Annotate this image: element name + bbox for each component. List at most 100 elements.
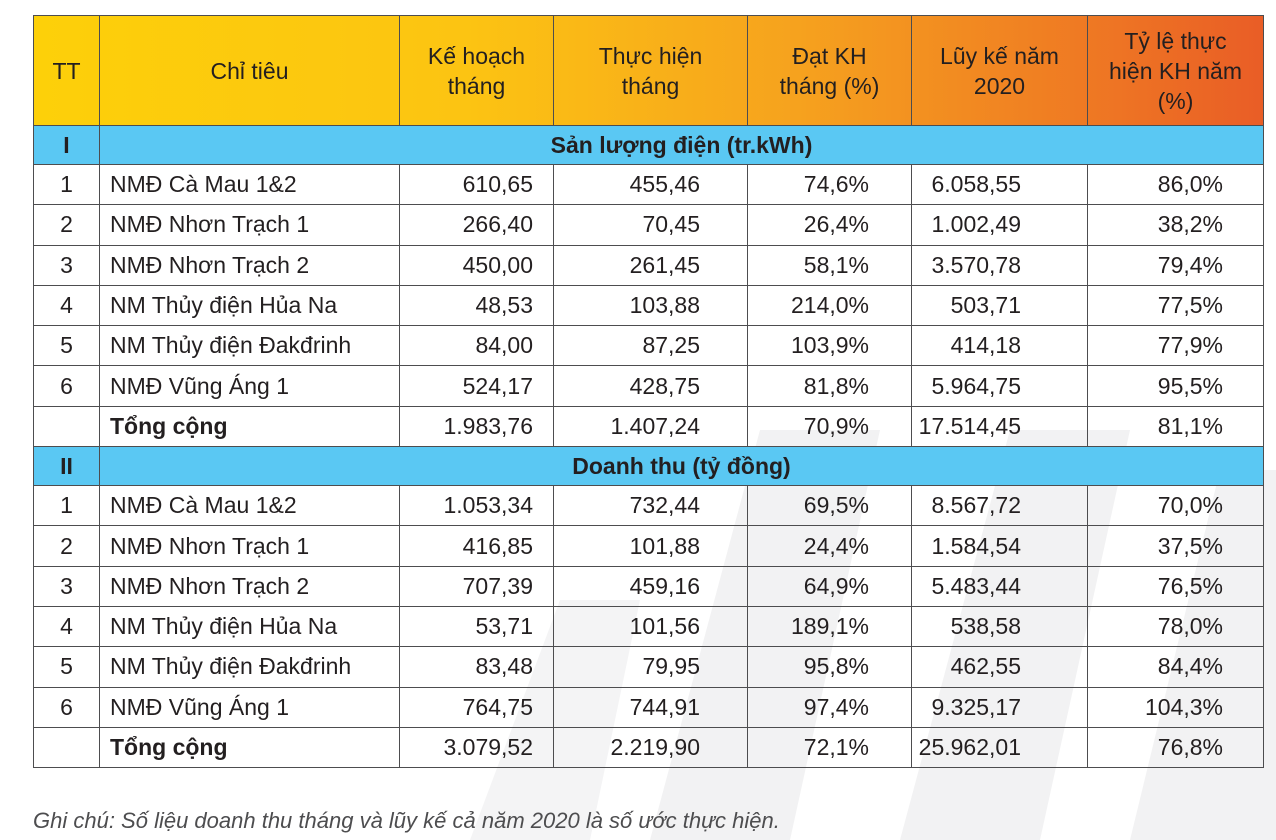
cell-achieved-percent: 97,4% [747,686,912,728]
cell-tt: 3 [33,565,100,607]
cell-year-rate: 70,0% [1087,485,1264,527]
cell-indicator: NM Thủy điện Hủa Na [99,605,400,648]
cell-indicator: NMĐ Vũng Áng 1 [99,686,400,728]
cell-actual-month: 79,95 [553,646,748,688]
cell-indicator: Tổng cộng [99,405,400,448]
cell-tt: 4 [33,284,100,327]
table-row: 1 NMĐ Cà Mau 1&2 1.053,34 732,44 69,5% 8.567,… [33,485,1264,527]
cell-tt: 6 [33,686,100,728]
cell-actual-month: 732,44 [553,485,748,527]
cell-plan-month: 3.079,52 [399,726,554,769]
cell-achieved-percent: 70,9% [747,405,912,448]
cell-year-rate: 38,2% [1087,204,1264,246]
cell-achieved-percent: 74,6% [747,163,912,206]
cell-plan-month: 610,65 [399,163,554,206]
cell-cumulative: 25.962,01 [911,726,1088,769]
cell-tt: 5 [33,646,100,688]
cell-actual-month: 103,88 [553,284,748,327]
cell-cumulative: 538,58 [911,605,1088,648]
cell-cumulative: 1.002,49 [911,204,1088,246]
cell-tt: 2 [33,204,100,246]
cell-plan-month: 416,85 [399,525,554,567]
cell-tt: 4 [33,605,100,648]
cell-plan-month: 266,40 [399,204,554,246]
header-row: TT Chỉ tiêu Kế hoạch tháng Thực hiện tháng… [33,15,1264,126]
cell-tt: 1 [33,485,100,527]
cell-tt [33,726,100,769]
header-indicator: Chỉ tiêu [99,15,400,126]
cell-indicator: NMĐ Nhơn Trạch 1 [99,525,400,567]
cell-plan-month: 450,00 [399,244,554,286]
cell-achieved-percent: 214,0% [747,284,912,327]
cell-indicator: Tổng cộng [99,726,400,769]
table-row: 3 NMĐ Nhơn Trạch 2 450,00 261,45 58,1% 3.570,… [33,244,1264,286]
table-row: 5 NM Thủy điện Đakđrinh 84,00 87,25 103,9% 41… [33,325,1264,367]
cell-plan-month: 1.053,34 [399,485,554,527]
cell-year-rate: 95,5% [1087,365,1264,407]
section-title: Doanh thu (tỷ đồng) [99,446,1264,487]
section-row: I Sản lượng điện (tr.kWh) [33,125,1264,165]
cell-cumulative: 6.058,55 [911,163,1088,206]
cell-indicator: NM Thủy điện Đakđrinh [99,325,400,367]
cell-year-rate: 37,5% [1087,525,1264,567]
total-row: Tổng cộng 3.079,52 2.219,90 72,1% 25.962,01 7… [33,726,1264,769]
cell-indicator: NMĐ Nhơn Trạch 1 [99,204,400,246]
cell-plan-month: 84,00 [399,325,554,367]
table-row: 6 NMĐ Vũng Áng 1 764,75 744,91 97,4% 9.325,17… [33,686,1264,728]
table-row: 2 NMĐ Nhơn Trạch 1 266,40 70,45 26,4% 1.002,4… [33,204,1264,246]
cell-indicator: NM Thủy điện Hủa Na [99,284,400,327]
cell-achieved-percent: 95,8% [747,646,912,688]
cell-plan-month: 1.983,76 [399,405,554,448]
cell-year-rate: 76,8% [1087,726,1264,769]
cell-achieved-percent: 58,1% [747,244,912,286]
table-row: 6 NMĐ Vũng Áng 1 524,17 428,75 81,8% 5.964,75… [33,365,1264,407]
section-id: II [33,446,100,487]
cell-actual-month: 70,45 [553,204,748,246]
cell-cumulative: 17.514,45 [911,405,1088,448]
cell-year-rate: 79,4% [1087,244,1264,286]
cell-achieved-percent: 189,1% [747,605,912,648]
header-year-rate: Tỷ lệ thực hiện KH năm (%) [1087,15,1264,126]
cell-achieved-percent: 81,8% [747,365,912,407]
cell-actual-month: 101,56 [553,605,748,648]
cell-actual-month: 2.219,90 [553,726,748,769]
cell-indicator: NMĐ Nhơn Trạch 2 [99,565,400,607]
cell-tt: 3 [33,244,100,286]
section-title: Sản lượng điện (tr.kWh) [99,125,1264,165]
cell-cumulative: 462,55 [911,646,1088,688]
cell-tt: 5 [33,325,100,367]
cell-cumulative: 5.483,44 [911,565,1088,607]
table-row: 4 NM Thủy điện Hủa Na 48,53 103,88 214,0% 503… [33,284,1264,327]
cell-achieved-percent: 72,1% [747,726,912,769]
table-row: 5 NM Thủy điện Đakđrinh 83,48 79,95 95,8% 462… [33,646,1264,688]
table-row: 4 NM Thủy điện Hủa Na 53,71 101,56 189,1% 538… [33,605,1264,648]
cell-tt: 1 [33,163,100,206]
cell-indicator: NMĐ Cà Mau 1&2 [99,485,400,527]
cell-actual-month: 428,75 [553,365,748,407]
cell-actual-month: 1.407,24 [553,405,748,448]
cell-actual-month: 101,88 [553,525,748,567]
cell-tt [33,405,100,448]
cell-cumulative: 5.964,75 [911,365,1088,407]
cell-indicator: NMĐ Nhơn Trạch 2 [99,244,400,286]
cell-indicator: NMĐ Cà Mau 1&2 [99,163,400,206]
total-row: Tổng cộng 1.983,76 1.407,24 70,9% 17.514,45 8… [33,405,1264,448]
cell-year-rate: 77,5% [1087,284,1264,327]
header-actual-month: Thực hiện tháng [553,15,748,126]
table-header: TT Chỉ tiêu Kế hoạch tháng Thực hiện tháng… [33,15,1264,126]
cell-actual-month: 87,25 [553,325,748,367]
cell-year-rate: 78,0% [1087,605,1264,648]
cell-cumulative: 414,18 [911,325,1088,367]
cell-plan-month: 53,71 [399,605,554,648]
cell-cumulative: 8.567,72 [911,485,1088,527]
cell-year-rate: 77,9% [1087,325,1264,367]
section-id: I [33,125,100,165]
cell-achieved-percent: 26,4% [747,204,912,246]
cell-indicator: NMĐ Vũng Áng 1 [99,365,400,407]
cell-cumulative: 3.570,78 [911,244,1088,286]
cell-achieved-percent: 103,9% [747,325,912,367]
cell-year-rate: 84,4% [1087,646,1264,688]
cell-indicator: NM Thủy điện Đakđrinh [99,646,400,688]
cell-achieved-percent: 24,4% [747,525,912,567]
section-row: II Doanh thu (tỷ đồng) [33,446,1264,487]
